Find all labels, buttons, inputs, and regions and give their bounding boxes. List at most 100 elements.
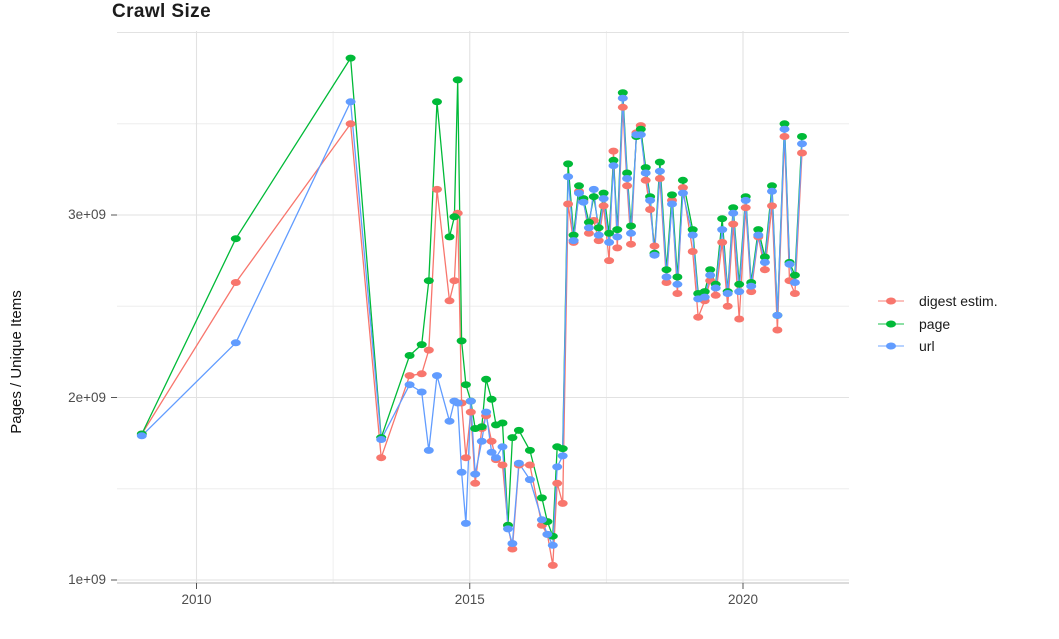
legend: digest estim. page url xyxy=(876,290,998,358)
data-point xyxy=(547,541,558,549)
data-point xyxy=(705,266,716,274)
data-point xyxy=(734,288,745,296)
data-point xyxy=(789,290,800,297)
data-point xyxy=(608,147,619,155)
data-point xyxy=(563,173,574,181)
data-point xyxy=(717,215,728,223)
data-point xyxy=(524,476,535,484)
data-point xyxy=(728,204,739,212)
data-point xyxy=(699,288,710,296)
legend-item-label: page xyxy=(919,315,951,332)
series-line-digest-estim- xyxy=(141,106,803,567)
data-point xyxy=(654,175,665,182)
data-point xyxy=(626,229,636,237)
data-point xyxy=(491,454,501,462)
data-point xyxy=(557,445,568,453)
data-point xyxy=(456,337,467,345)
data-point xyxy=(772,311,783,319)
data-point xyxy=(376,454,387,462)
data-point xyxy=(649,251,660,259)
data-point xyxy=(444,233,455,241)
data-point xyxy=(507,540,518,547)
data-point xyxy=(449,277,460,285)
data-point xyxy=(693,313,704,321)
data-point xyxy=(470,470,481,478)
data-point xyxy=(734,315,745,323)
data-point xyxy=(598,195,609,203)
data-point xyxy=(645,206,656,213)
y-tick-label: 2e+09 xyxy=(68,389,106,405)
data-point xyxy=(740,196,751,204)
data-point xyxy=(497,419,508,427)
data-point xyxy=(486,448,497,456)
data-point xyxy=(617,89,628,97)
data-point xyxy=(460,454,471,462)
legend-item-url: url xyxy=(876,335,998,358)
data-point xyxy=(789,279,800,286)
data-point xyxy=(649,242,660,250)
data-point xyxy=(789,271,800,279)
data-point xyxy=(444,297,455,305)
data-point xyxy=(759,266,770,274)
data-point xyxy=(779,133,790,140)
data-point xyxy=(767,182,777,190)
y-tick-label: 1e+09 xyxy=(68,572,106,587)
data-point xyxy=(460,381,471,389)
data-point xyxy=(404,381,415,389)
data-point xyxy=(513,426,524,434)
legend-item-label: url xyxy=(919,338,935,355)
data-point xyxy=(345,98,356,106)
series-lines xyxy=(141,57,803,567)
data-point xyxy=(588,193,599,201)
data-point xyxy=(772,326,783,334)
legend-item-label: digest estim. xyxy=(919,293,998,310)
series-points xyxy=(136,54,807,569)
legend-key-icon xyxy=(878,342,904,350)
data-point xyxy=(612,233,623,241)
data-point xyxy=(416,341,427,349)
data-point xyxy=(626,222,636,230)
data-point xyxy=(608,162,619,170)
data-point xyxy=(568,237,579,245)
data-point xyxy=(728,209,739,217)
data-point xyxy=(767,202,777,210)
data-point xyxy=(593,224,604,232)
data-point xyxy=(699,293,710,301)
data-point xyxy=(465,408,476,416)
data-point xyxy=(578,198,589,206)
data-point xyxy=(672,290,683,297)
data-point xyxy=(753,226,764,234)
data-point xyxy=(797,133,807,140)
data-point xyxy=(784,260,795,268)
data-point xyxy=(542,530,553,538)
data-point xyxy=(416,388,427,396)
data-point xyxy=(687,226,698,234)
data-point xyxy=(563,200,574,208)
data-point xyxy=(432,98,442,106)
data-point xyxy=(456,468,467,476)
x-tick-label: 2020 xyxy=(727,592,759,607)
data-point xyxy=(779,120,790,128)
data-point xyxy=(612,244,623,252)
data-point xyxy=(536,494,547,502)
data-point xyxy=(524,446,535,454)
data-point xyxy=(547,561,558,569)
data-point xyxy=(645,196,656,204)
data-point xyxy=(486,395,497,403)
legend-key-dot xyxy=(886,342,896,350)
data-point xyxy=(740,204,751,212)
gridlines-minor xyxy=(117,31,849,583)
data-point xyxy=(230,235,241,243)
data-point xyxy=(557,499,568,507)
data-point xyxy=(710,291,721,299)
data-point xyxy=(507,545,518,553)
data-point xyxy=(470,479,481,487)
data-point xyxy=(612,226,623,234)
data-point xyxy=(661,266,672,274)
data-point xyxy=(617,103,628,111)
data-point xyxy=(536,516,547,524)
data-point xyxy=(497,461,508,469)
data-point xyxy=(574,182,584,190)
data-point xyxy=(604,257,615,265)
